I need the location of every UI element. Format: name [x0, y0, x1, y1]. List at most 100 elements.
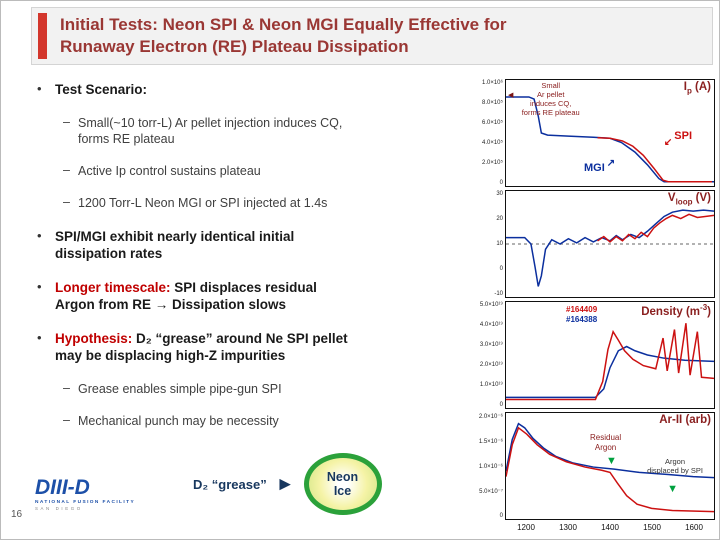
density-panel: 5.0×10¹⁹ 4.0×10¹⁹ 3.0×10¹⁹ 2.0×10¹⁹ 1.0×10¹⁹…: [479, 301, 715, 409]
density-plot-area: #164409 #164388 Density (m-3): [505, 301, 715, 409]
y-tick-label: 2.0×10¹⁹: [479, 362, 503, 368]
bullet-longer-timescale-text: Longer timescale: SPI displaces residual…: [55, 279, 317, 314]
bullet-test-scenario-text: Test Scenario:: [55, 82, 148, 97]
dash-icon: –: [63, 114, 70, 129]
label-pre: V: [667, 192, 676, 204]
grease-label: D₂ “grease”: [193, 476, 267, 492]
x-tick-label: 1200: [517, 523, 535, 532]
subbullet-small-pellet-text: Small(~10 torr-L) Ar pellet injection in…: [78, 115, 343, 146]
ar-pellet-note-text: Small Ar pellet induces CQ, forms RE pla…: [521, 81, 580, 117]
x-tick-label: 1400: [601, 523, 619, 532]
y-tick-label: 0: [499, 266, 503, 272]
y-tick-label: 4.0×10⁵: [481, 140, 503, 146]
bullet-spi-mgi: • SPI/MGI exhibit nearly identical initi…: [37, 228, 483, 263]
label-sub: loop: [675, 197, 693, 207]
y-tick-label: 30: [496, 191, 503, 197]
subbullet-punch-text: Mechanical punch may be necessity: [78, 414, 279, 429]
diii-d-wordmark: DIII-D: [35, 476, 90, 499]
vloop-y-axis: 30 20 10 0 -10: [479, 190, 505, 298]
y-tick-label: 6.0×10⁵: [481, 120, 503, 126]
bullet-spi-mgi-text: SPI/MGI exhibit nearly identical initial…: [55, 228, 295, 262]
vloop-axis-label: Vloop (V): [668, 192, 711, 206]
mgi-label: MGI: [584, 162, 605, 174]
x-tick-label: 1500: [643, 523, 661, 532]
y-tick-label: 8.0×10⁵: [481, 100, 503, 106]
y-tick-label: 0: [499, 513, 503, 519]
y-tick-label: 2.0×10⁻⁶: [478, 414, 503, 420]
bullet-icon: •: [37, 227, 42, 243]
down-arrow-icon: ▼: [667, 483, 678, 495]
y-tick-label: 0: [499, 402, 503, 408]
diii-d-logo: DIII-D NATIONAL FUSION FACILITY SAN DIEG…: [35, 477, 135, 511]
subbullet-injection-text: 1200 Torr-L Neon MGI or SPI injected at …: [78, 196, 328, 211]
y-tick-label: 20: [496, 216, 503, 222]
arii-plot: [506, 413, 714, 519]
x-tick-label: 1300: [559, 523, 577, 532]
ip-panel: 1.0×10⁶ 8.0×10⁵ 6.0×10⁵ 4.0×10⁵ 2.0×10⁵ 0 ◀ S…: [479, 79, 715, 187]
spi-trace: [598, 138, 712, 182]
y-tick-label: 10: [496, 241, 503, 247]
ar-pellet-note: ◀ Small Ar pellet induces CQ, forms RE p…: [508, 81, 588, 117]
label-pre: I: [683, 81, 687, 93]
y-tick-label: 4.0×10¹⁹: [479, 322, 503, 328]
down-left-arrow-icon: ↙: [663, 137, 673, 148]
argon-displaced-note: Argon displaced by SPI: [647, 457, 703, 475]
hypothesis-lead: Hypothesis:: [55, 330, 133, 346]
bullet-icon: •: [37, 329, 42, 345]
subbullet-grease: – Grease enables simple pipe-gun SPI: [63, 381, 483, 397]
arii-axis-label: Ar-II (arb): [659, 414, 711, 426]
grease-callout: D₂ “grease” ► Neon Ice: [193, 453, 382, 515]
ip-plot: [506, 80, 714, 186]
bullet-list: • Test Scenario: – Small(~10 torr-L) Ar …: [37, 81, 483, 429]
vloop-panel: 30 20 10 0 -10 Vloop (V): [479, 190, 715, 298]
subbullet-injection: – 1200 Torr-L Neon MGI or SPI injected a…: [63, 195, 483, 211]
dash-icon: –: [63, 380, 70, 395]
y-tick-label: 0: [499, 180, 503, 186]
longer-timescale-lead: Longer timescale:: [55, 279, 171, 295]
bullet-hypothesis: • Hypothesis: D₂ “grease” around Ne SPI …: [37, 330, 483, 365]
neon-ice-pellet: Neon Ice: [303, 453, 382, 515]
x-tick-label: 1600: [685, 523, 703, 532]
page-number: 16: [11, 509, 23, 520]
mgi-callout: MGI ↗: [584, 158, 615, 174]
y-tick-label: 5.0×10¹⁹: [479, 302, 503, 308]
bullet-test-scenario: • Test Scenario:: [37, 81, 483, 99]
y-tick-label: 1.0×10⁻⁶: [478, 464, 503, 470]
up-right-arrow-icon: ↗: [606, 158, 616, 169]
density-y-axis: 5.0×10¹⁹ 4.0×10¹⁹ 3.0×10¹⁹ 2.0×10¹⁹ 1.0×10¹⁹…: [479, 301, 505, 409]
bullet-hypothesis-text: Hypothesis: D₂ “grease” around Ne SPI pe…: [55, 330, 348, 365]
label-sub: p: [686, 86, 692, 96]
logo-subtitle: NATIONAL FUSION FACILITY: [35, 500, 136, 505]
y-tick-label: 5.0×10⁻⁷: [479, 489, 503, 495]
mgi-trace: [506, 97, 714, 182]
density-plot: [506, 302, 714, 408]
plot-column: 1.0×10⁶ 8.0×10⁵ 6.0×10⁵ 4.0×10⁵ 2.0×10⁵ 0 ◀ S…: [479, 79, 715, 535]
arii-y-axis: 2.0×10⁻⁶ 1.5×10⁻⁶ 1.0×10⁻⁶ 5.0×10⁻⁷ 0: [479, 412, 505, 520]
y-tick-label: 1.5×10⁻⁶: [478, 439, 503, 445]
spi-callout: ↙ SPI: [664, 130, 692, 148]
left-arrow-icon: ◀: [508, 92, 514, 99]
dash-icon: –: [63, 413, 70, 428]
bullet-icon: •: [37, 278, 42, 294]
y-tick-label: 1.0×10⁶: [482, 80, 503, 86]
y-tick-label: 2.0×10⁵: [481, 160, 503, 166]
label-post: ): [707, 305, 711, 318]
shot-number-mgi: #164388: [566, 315, 598, 325]
spi-label: SPI: [674, 130, 692, 142]
shot-numbers: #164409 #164388: [566, 305, 597, 326]
subbullet-active-ip: – Active Ip control sustains plateau: [63, 163, 483, 179]
longer-timescale-rest: SPI displaces residual Argon from RE → D…: [55, 279, 317, 313]
label-sup: -3: [700, 303, 708, 312]
vloop-plot-area: Vloop (V): [505, 190, 715, 298]
spi-trace: [506, 323, 714, 399]
arii-plot-area: Ar-II (arb) Residual Argon ▼ Argon displ…: [505, 412, 715, 520]
slide-title: Initial Tests: Neon SPI & Neon MGI Equal…: [60, 15, 507, 56]
title-bar: Initial Tests: Neon SPI & Neon MGI Equal…: [31, 7, 713, 65]
y-tick-label: 1.0×10¹⁹: [479, 382, 503, 388]
ip-axis-label: Ip (A): [684, 81, 711, 95]
subbullet-grease-text: Grease enables simple pipe-gun SPI: [78, 381, 282, 396]
neon-ice-label: Neon Ice: [326, 470, 359, 498]
y-tick-label: 3.0×10¹⁹: [479, 342, 503, 348]
label-post: (A): [691, 81, 711, 93]
density-axis-label: Density (m-3): [641, 303, 711, 318]
